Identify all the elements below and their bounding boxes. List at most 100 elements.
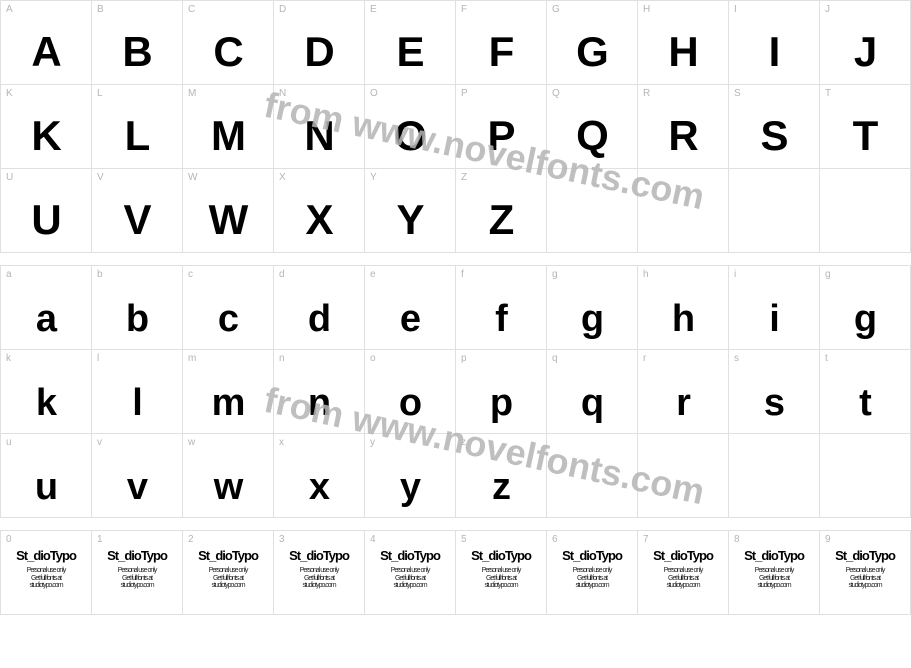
detail-line: Personal use only: [846, 567, 885, 575]
cell-glyph: [638, 434, 728, 517]
cell-glyph: D: [274, 1, 364, 84]
cell-label: 7: [643, 534, 649, 545]
glyph-cell: dd: [274, 266, 365, 350]
cell-glyph: v: [92, 434, 182, 517]
detail-line: Get full fonts at: [577, 575, 607, 583]
glyph-cell: 7St_dioTypoPersonal use onlyGet full fon…: [638, 531, 729, 615]
detail-line: Get full fonts at: [304, 575, 334, 583]
detail-line: studiotypo.com: [575, 582, 608, 590]
glyph-cell: MM: [183, 85, 274, 169]
cell-glyph: H: [638, 1, 728, 84]
cell-glyph: P: [456, 85, 546, 168]
glyph-cell: ff: [456, 266, 547, 350]
cell-glyph: i: [729, 266, 819, 349]
cell-glyph: k: [1, 350, 91, 433]
glyph-cell: LL: [92, 85, 183, 169]
glyph-cell: SS: [729, 85, 820, 169]
cell-glyph: St_dioTypo Personal use onlyGet full font…: [820, 531, 910, 614]
cell-label: i: [734, 269, 736, 280]
glyph-cell: 0St_dioTypoPersonal use onlyGet full fon…: [1, 531, 92, 615]
glyph-cell: aa: [1, 266, 92, 350]
glyph-cell: EE: [365, 1, 456, 85]
cell-label: 4: [370, 534, 376, 545]
cell-label: A: [6, 4, 13, 15]
cell-glyph: St_dioTypoPersonal use onlyGet full font…: [456, 531, 546, 614]
cell-label: v: [97, 437, 102, 448]
cell-label: q: [552, 353, 558, 364]
glyph-cell: [729, 434, 820, 518]
cell-label: w: [188, 437, 195, 448]
detail-line: studiotypo.com: [211, 582, 244, 590]
cell-glyph: [547, 434, 637, 517]
cell-glyph: d: [274, 266, 364, 349]
glyph-cell: ee: [365, 266, 456, 350]
glyph-cell: ZZ: [456, 169, 547, 253]
cell-glyph: f: [456, 266, 546, 349]
cell-label: P: [461, 88, 468, 99]
detail-line: studiotypo.com: [302, 582, 335, 590]
glyph-cell: gg: [820, 266, 911, 350]
cell-label: D: [279, 4, 286, 15]
detail-line: Personal use only: [391, 567, 430, 575]
cell-glyph: q: [547, 350, 637, 433]
cell-label: b: [97, 269, 103, 280]
cell-label: I: [734, 4, 737, 15]
glyph-cell: RR: [638, 85, 729, 169]
cell-glyph: Y: [365, 169, 455, 252]
glyph-cell: cc: [183, 266, 274, 350]
cell-label: g: [825, 269, 831, 280]
cell-label: M: [188, 88, 196, 99]
cell-label: 1: [97, 534, 103, 545]
detail-line: Personal use only: [664, 567, 703, 575]
cell-label: Q: [552, 88, 560, 99]
cell-label: 8: [734, 534, 740, 545]
cell-glyph: V: [92, 169, 182, 252]
cell-label: Y: [370, 172, 377, 183]
glyph-cell: TT: [820, 85, 911, 169]
glyph-cell: [638, 434, 729, 518]
glyph-cell: rr: [638, 350, 729, 434]
cell-label: f: [461, 269, 464, 280]
glyph-section-numbers: 0St_dioTypoPersonal use onlyGet full fon…: [0, 530, 911, 615]
cell-label: X: [279, 172, 286, 183]
detail-line: Personal use only: [755, 567, 794, 575]
cell-label: l: [97, 353, 99, 364]
cell-label: S: [734, 88, 741, 99]
detail-line: Get full fonts at: [486, 575, 516, 583]
cell-label: V: [97, 172, 104, 183]
glyph-cell: mm: [183, 350, 274, 434]
cell-glyph: T: [820, 85, 910, 168]
cell-label: K: [6, 88, 13, 99]
detail-line: studiotypo.com: [848, 582, 881, 590]
glyph-cell: HH: [638, 1, 729, 85]
detail-line: Get full fonts at: [850, 575, 880, 583]
cell-glyph: St_dioTypoPersonal use onlyGet full font…: [729, 531, 819, 614]
cell-glyph: I: [729, 1, 819, 84]
glyph-cell: UU: [1, 169, 92, 253]
glyph-cell: AA: [1, 1, 92, 85]
cell-label: m: [188, 353, 196, 364]
glyph-cell: JJ: [820, 1, 911, 85]
glyph-cell: 8St_dioTypoPersonal use onlyGet full fon…: [729, 531, 820, 615]
cell-glyph: t: [820, 350, 910, 433]
section-gap: [0, 518, 911, 530]
cell-label: g: [552, 269, 558, 280]
brand-text: St_dioTypo: [198, 549, 258, 563]
cell-glyph: B: [92, 1, 182, 84]
glyph-cell: VV: [92, 169, 183, 253]
cell-glyph: St_dioTypoPersonal use onlyGet full font…: [547, 531, 637, 614]
glyph-cell: WW: [183, 169, 274, 253]
detail-line: Get full fonts at: [31, 575, 61, 583]
cell-glyph: e: [365, 266, 455, 349]
cell-glyph: St_dioTypoPersonal use onlyGet full font…: [274, 531, 364, 614]
cell-label: N: [279, 88, 286, 99]
cell-glyph: K: [1, 85, 91, 168]
cell-label: F: [461, 4, 467, 15]
cell-glyph: [820, 169, 910, 252]
brand-text: St_dioTypo: [835, 549, 895, 563]
glyph-cell: ww: [183, 434, 274, 518]
glyph-cell: qq: [547, 350, 638, 434]
glyph-section-uppercase: AABBCCDDEEFFGGHHIIJJKKLLMMNNOOPPQQRRSSTT…: [0, 0, 911, 253]
glyph-cell: 3St_dioTypoPersonal use onlyGet full fon…: [274, 531, 365, 615]
cell-label: u: [6, 437, 12, 448]
